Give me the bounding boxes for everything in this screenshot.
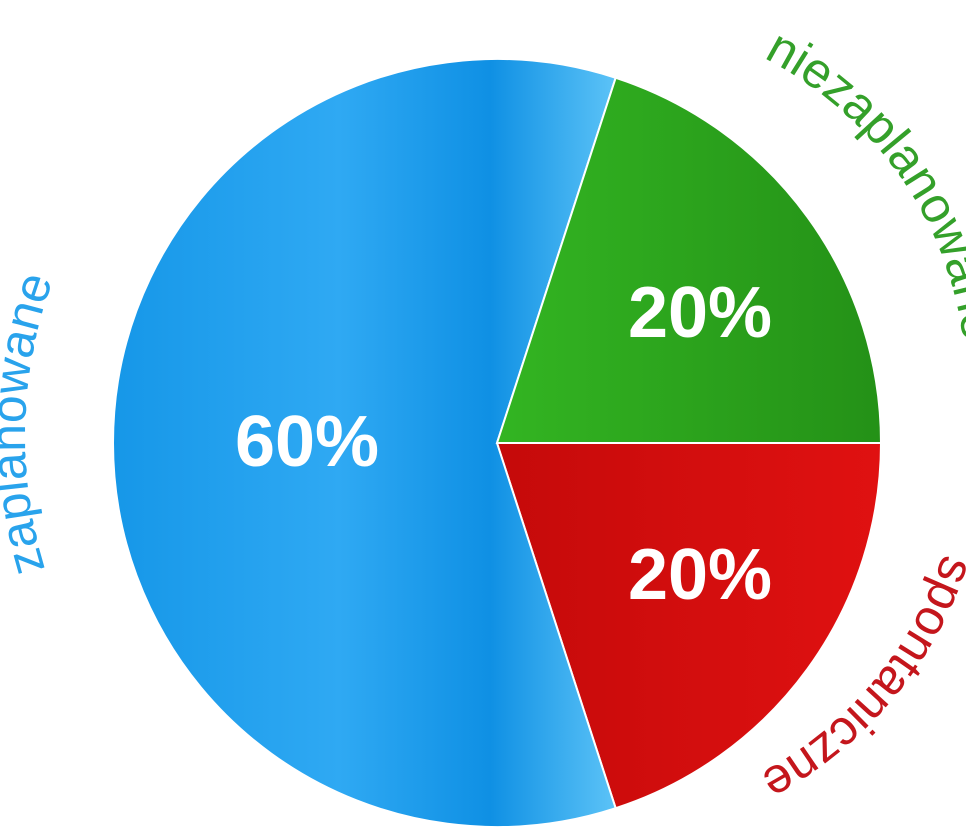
pie-slice-niezaplanowane <box>495 76 883 444</box>
value-label-zaplanowane: 60% <box>235 402 379 482</box>
value-label-spontaniczne: 20% <box>628 535 772 615</box>
pie-slices <box>112 58 883 828</box>
pie-slice-zaplanowane <box>112 58 617 828</box>
pie-slice-spontaniczne <box>495 442 883 810</box>
value-label-niezaplanowane: 20% <box>628 273 772 353</box>
pie-value-labels: 60% 20% 20% <box>235 273 772 615</box>
category-label-zaplanowane: zaplanowane <box>0 265 63 581</box>
